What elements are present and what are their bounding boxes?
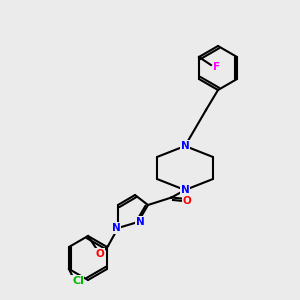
Text: Cl: Cl: [72, 276, 84, 286]
Text: F: F: [213, 62, 220, 72]
Text: O: O: [96, 249, 104, 259]
Text: N: N: [181, 185, 189, 195]
Text: N: N: [136, 217, 144, 227]
Text: N: N: [112, 223, 120, 233]
Text: N: N: [181, 141, 189, 151]
Text: O: O: [182, 196, 191, 206]
